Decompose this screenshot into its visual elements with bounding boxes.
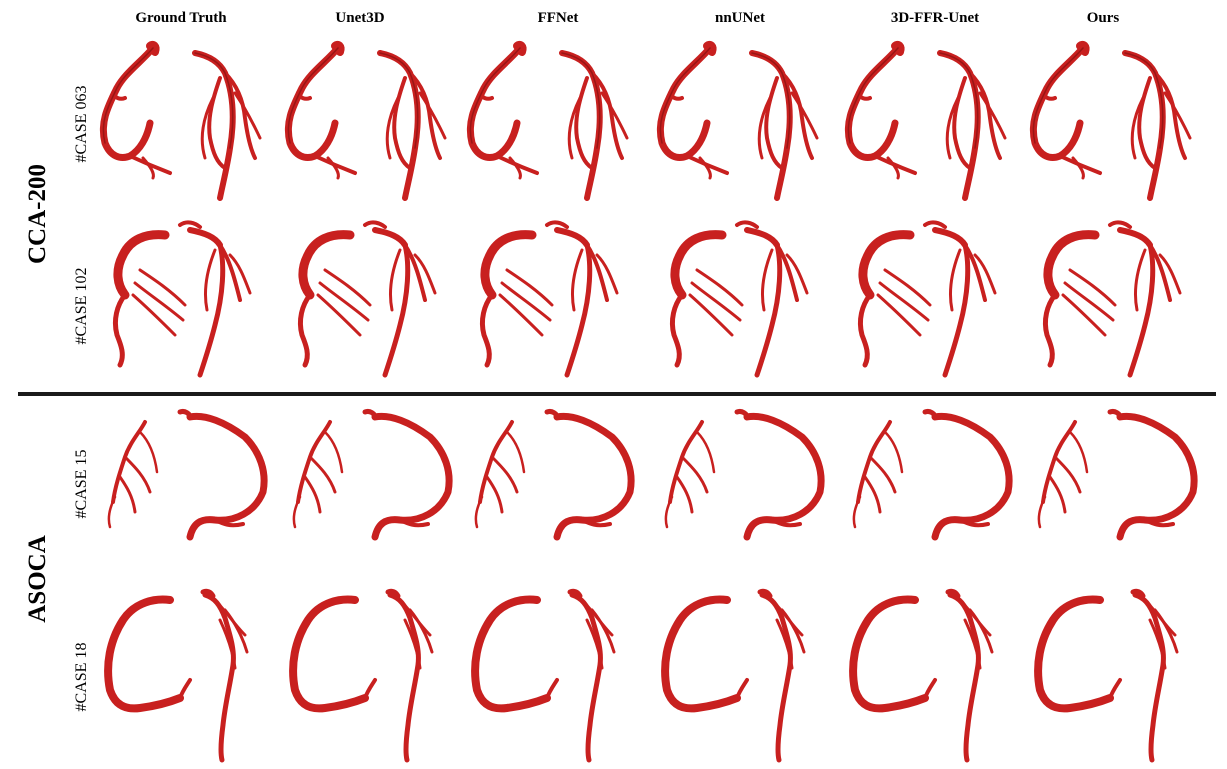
render-asoca18-3d-ffr-unet [840,580,1035,765]
column-header-unet3d: Unet3D [335,10,385,26]
column-header-3d-ffr-unet: 3D-FFR-Unet [890,10,980,26]
case-label-102: #CASE 102 [73,267,90,345]
render-cca102-ground-truth [95,205,290,390]
render-cca102-unet3d [280,205,475,390]
render-cca063-nnunet [652,38,847,223]
column-header-ground-truth: Ground Truth [135,10,227,26]
dataset-divider [18,392,1216,396]
render-cca102-nnunet [652,205,847,390]
render-asoca18-unet3d [280,580,475,765]
render-cca063-ffnet [462,38,657,223]
render-asoca18-ground-truth [95,580,290,765]
render-cca063-unet3d [280,38,475,223]
render-asoca15-ground-truth [95,402,290,587]
render-cca063-3d-ffr-unet [840,38,1035,223]
case-label-063: #CASE 063 [73,85,90,163]
render-asoca15-nnunet [652,402,847,587]
dataset-label-asoca: ASOCA [24,535,51,623]
column-header-ffnet: FFNet [537,10,579,26]
render-cca063-ours [1025,38,1220,223]
render-asoca15-3d-ffr-unet [840,402,1035,587]
case-label-15: #CASE 15 [73,449,90,519]
column-header-ours: Ours [1086,10,1120,26]
case-label-18: #CASE 18 [73,642,90,712]
render-cca102-3d-ffr-unet [840,205,1035,390]
render-cca102-ours [1025,205,1220,390]
render-cca102-ffnet [462,205,657,390]
render-asoca18-nnunet [652,580,847,765]
render-asoca15-ours [1025,402,1220,587]
render-asoca18-ffnet [462,580,657,765]
render-asoca15-unet3d [280,402,475,587]
dataset-label-cca-200: CCA-200 [24,164,51,264]
column-header-nnunet: nnUNet [714,10,765,26]
render-asoca15-ffnet [462,402,657,587]
render-cca063-ground-truth [95,38,290,223]
render-asoca18-ours [1025,580,1220,765]
